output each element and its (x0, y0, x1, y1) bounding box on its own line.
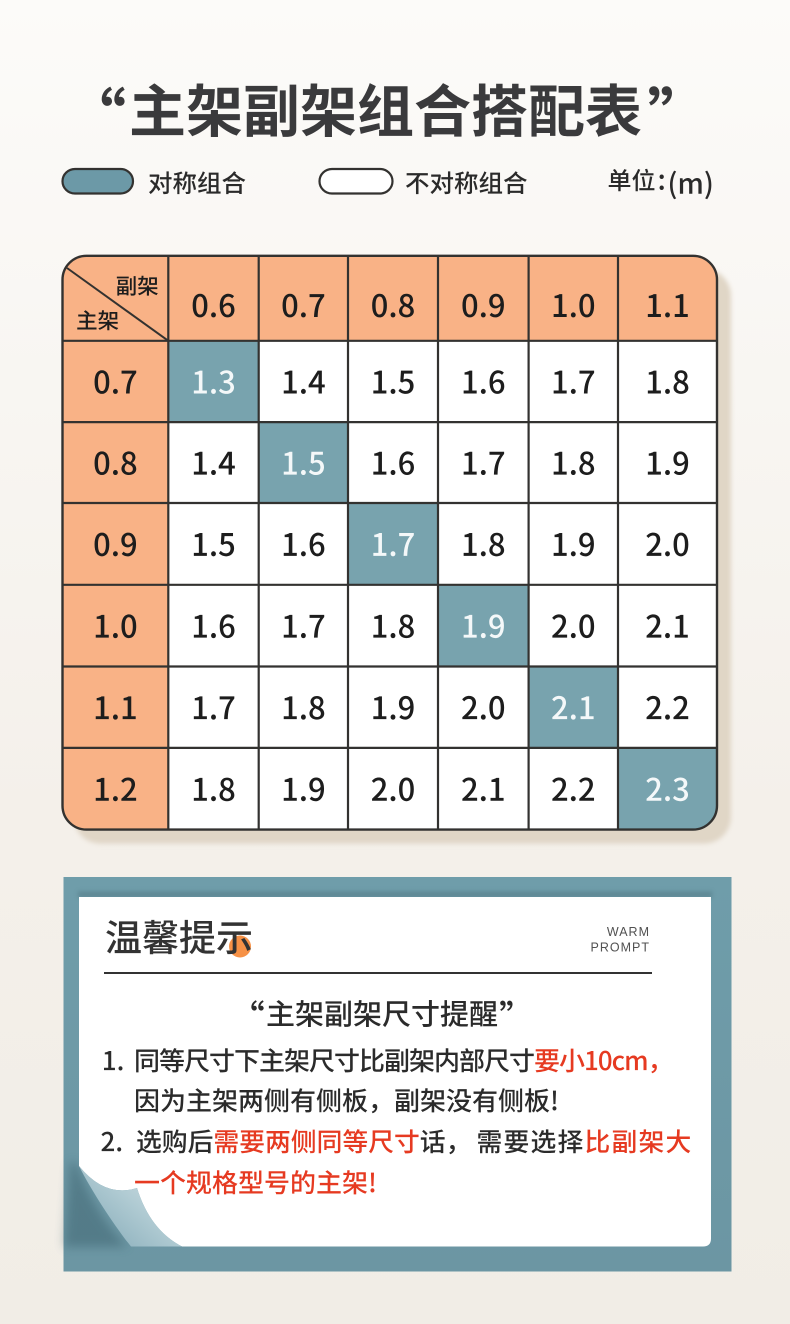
svg-text:PROMPT: PROMPT (591, 941, 650, 955)
svg-text:WARM: WARM (607, 925, 650, 939)
